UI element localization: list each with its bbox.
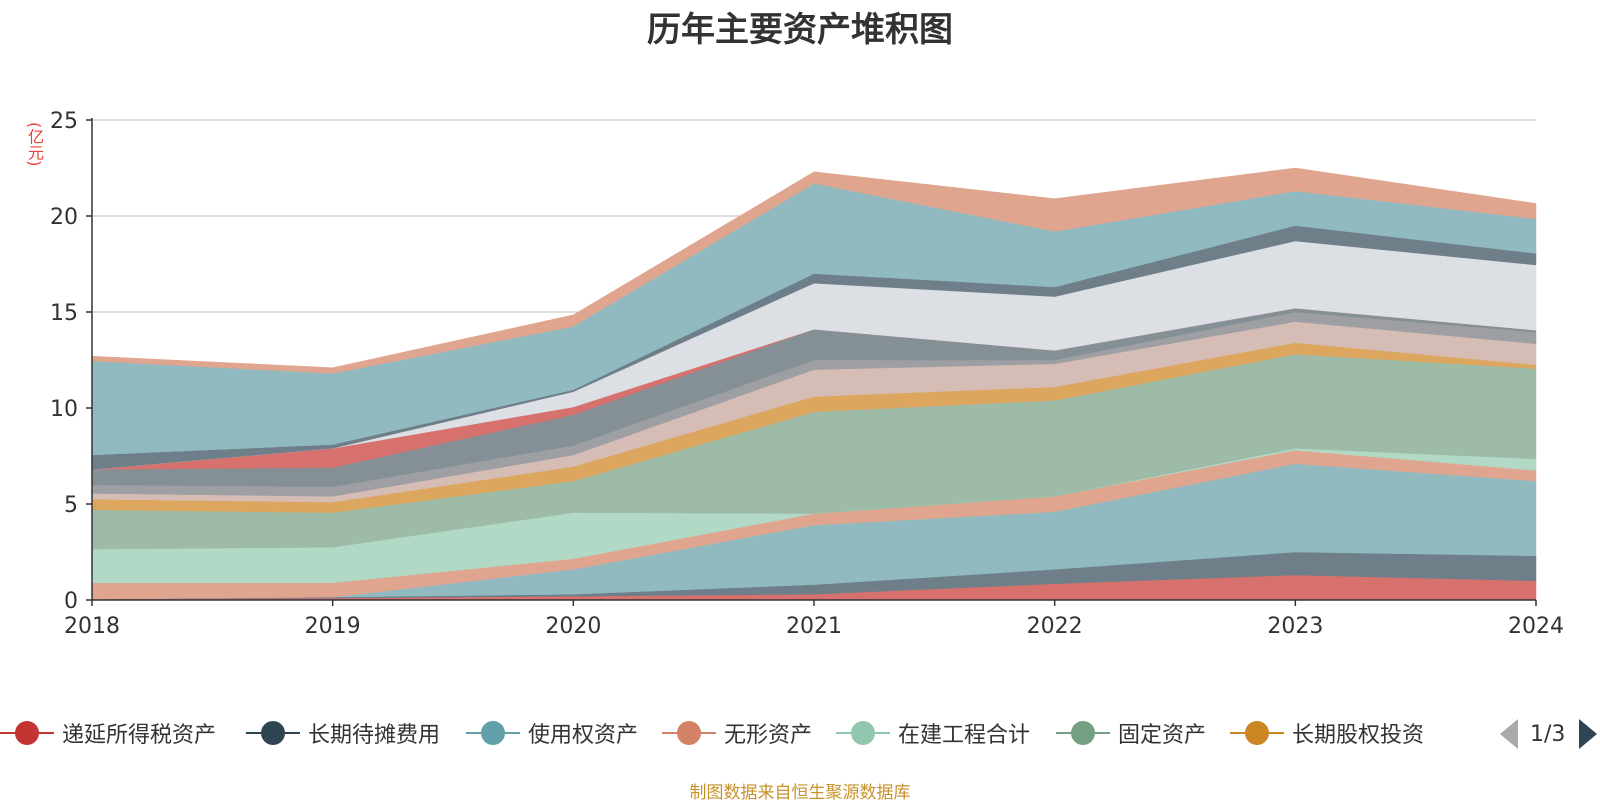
legend: 递延所得税资产 长期待摊费用 使用权资产 无形资产 在建工程合计 固定资产 长期… xyxy=(0,708,1600,758)
legend-item-2[interactable]: 长期待摊费用 xyxy=(246,708,440,758)
area-series xyxy=(91,167,1537,374)
legend-label: 长期待摊费用 xyxy=(308,723,441,748)
y-tick-label: 5 xyxy=(64,493,78,518)
legend-item-3[interactable]: 使用权资产 xyxy=(466,708,638,758)
legend-item-6[interactable]: 固定资产 xyxy=(1056,708,1206,758)
legend-item-1[interactable]: 递延所得税资产 xyxy=(0,708,216,758)
legend-marker-icon xyxy=(1230,720,1284,746)
x-tick-label: 2024 xyxy=(1508,614,1564,639)
legend-marker-icon xyxy=(662,720,716,746)
y-tick-label: 25 xyxy=(50,109,78,134)
x-tick-label: 2018 xyxy=(64,614,120,639)
legend-marker-icon xyxy=(836,720,890,746)
legend-label: 无形资产 xyxy=(724,723,813,748)
stacked-area-chart: 0 5 10 15 20 25 2018 2019 2020 2021 2022 2023 2024 xyxy=(50,109,1564,639)
chart-title: 历年主要资产堆积图 xyxy=(647,10,953,50)
y-tick-label: 0 xyxy=(64,589,78,614)
legend-prev-page-icon[interactable] xyxy=(1500,719,1518,749)
x-tick-label: 2020 xyxy=(545,614,601,639)
legend-label: 长期股权投资 xyxy=(1292,723,1425,748)
legend-marker-icon xyxy=(466,720,520,746)
legend-item-4[interactable]: 无形资产 xyxy=(662,708,812,758)
legend-label: 递延所得税资产 xyxy=(62,723,217,748)
legend-label: 使用权资产 xyxy=(528,723,639,748)
legend-pager: 1/3 xyxy=(1500,716,1598,752)
x-tick-label: 2019 xyxy=(305,614,361,639)
legend-label: 在建工程合计 xyxy=(898,723,1031,748)
y-tick-label: 15 xyxy=(50,301,78,326)
legend-marker-icon xyxy=(1056,720,1110,746)
legend-item-5[interactable]: 在建工程合计 xyxy=(836,708,1030,758)
legend-label: 固定资产 xyxy=(1118,723,1207,748)
y-axis-unit: (亿元) xyxy=(25,122,44,167)
x-tick-label: 2021 xyxy=(786,614,842,639)
data-source-note: 制图数据来自恒生聚源数据库 xyxy=(689,783,911,803)
legend-page-indicator: 1/3 xyxy=(1530,721,1566,747)
y-tick-label: 10 xyxy=(50,397,78,422)
x-tick-label: 2023 xyxy=(1267,614,1323,639)
legend-marker-icon xyxy=(0,720,54,746)
legend-item-7[interactable]: 长期股权投资 xyxy=(1230,708,1424,758)
legend-next-page-icon[interactable] xyxy=(1579,719,1598,749)
legend-marker-icon xyxy=(246,720,300,746)
y-tick-label: 20 xyxy=(50,205,78,230)
x-tick-label: 2022 xyxy=(1027,614,1083,639)
